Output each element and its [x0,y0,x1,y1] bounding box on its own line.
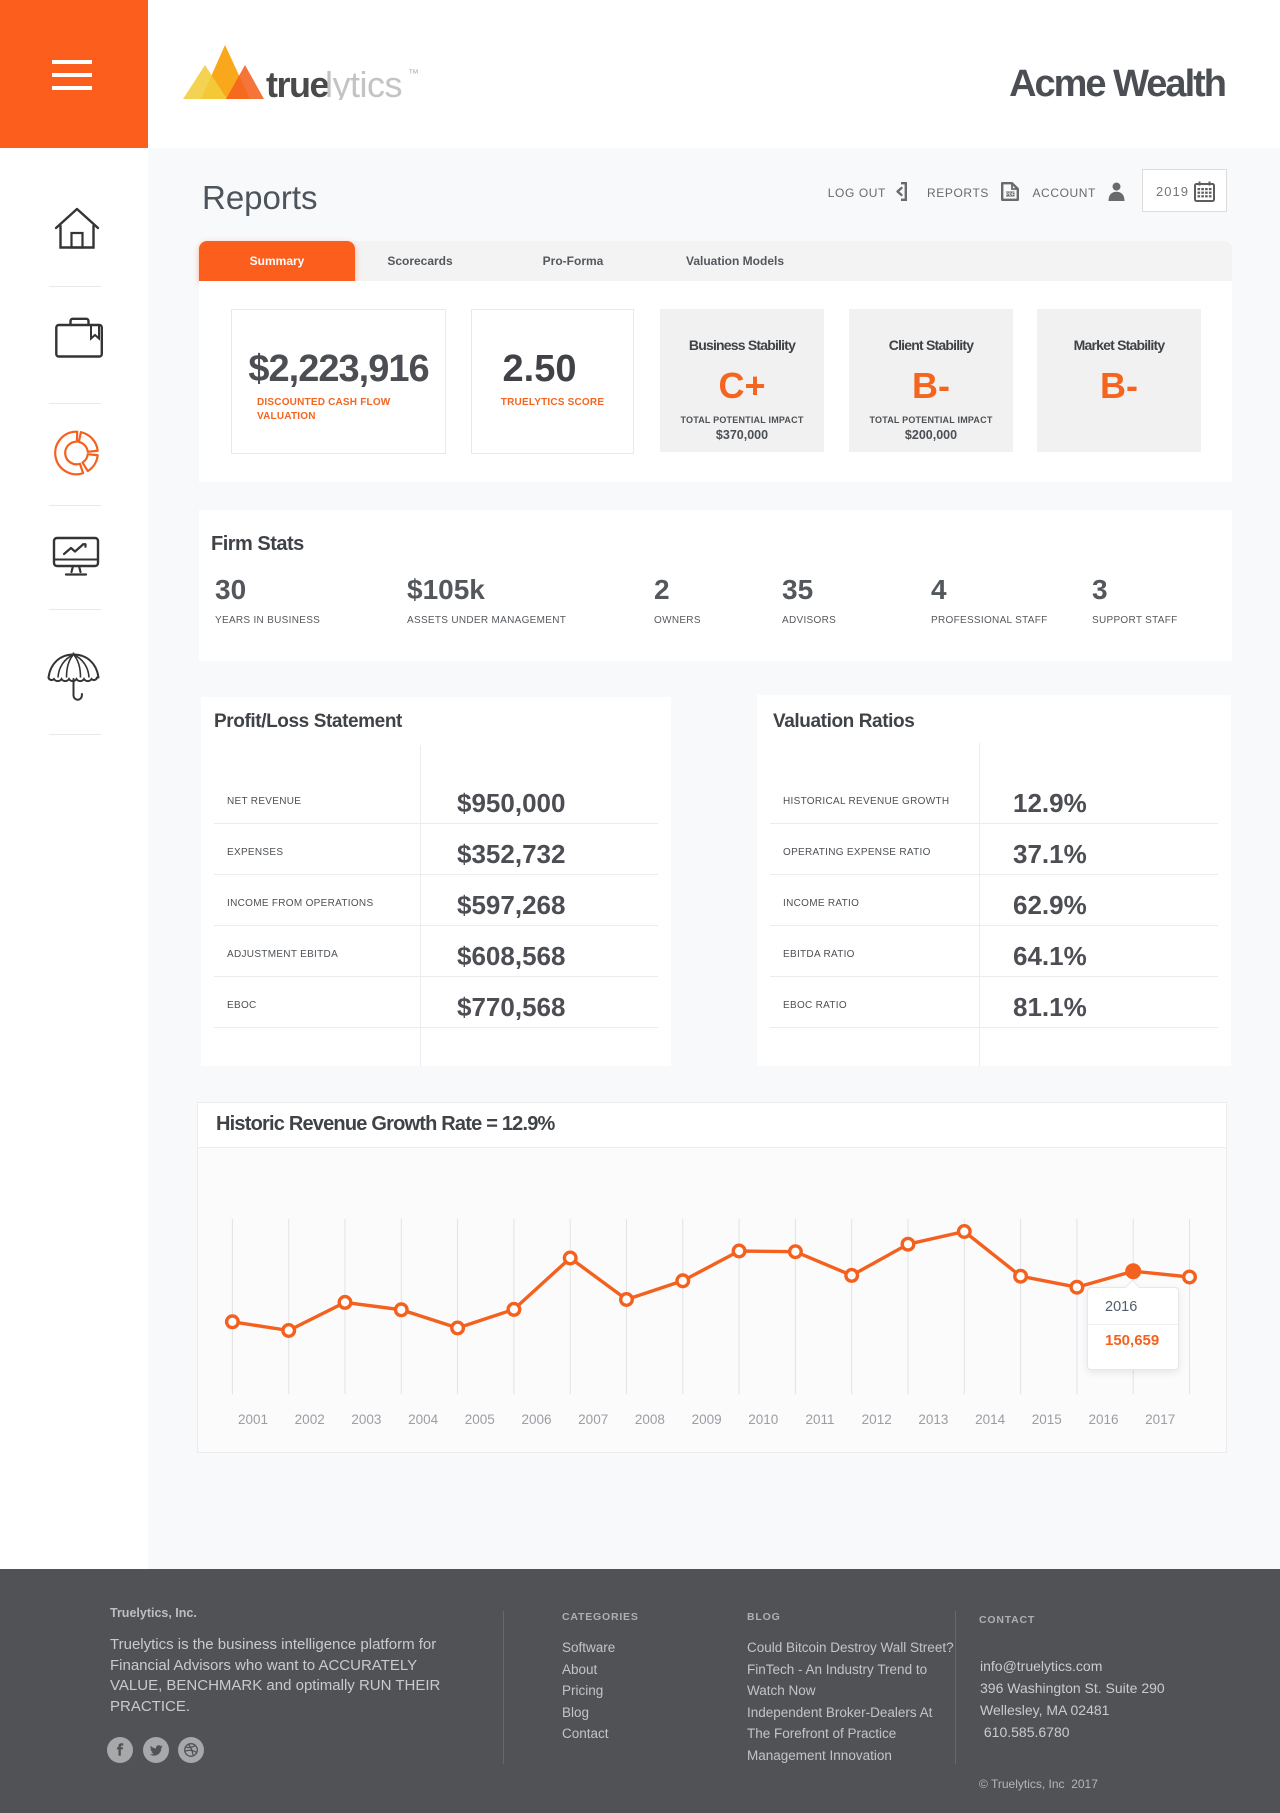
svg-text:2005: 2005 [465,1412,495,1427]
svg-text:2002: 2002 [295,1412,325,1427]
svg-text:2012: 2012 [862,1412,892,1427]
svg-text:2014: 2014 [975,1412,1006,1427]
svg-text:2016: 2016 [1088,1412,1118,1427]
svg-text:2009: 2009 [692,1412,722,1427]
svg-text:lytics: lytics [325,64,402,100]
svg-text:2001: 2001 [238,1412,268,1427]
svg-text:2007: 2007 [578,1412,608,1427]
svg-text:2004: 2004 [408,1412,439,1427]
svg-text:PDF: PDF [1006,192,1015,197]
svg-text:2015: 2015 [1032,1412,1062,1427]
svg-text:2017: 2017 [1145,1412,1175,1427]
svg-text:™: ™ [408,68,419,80]
svg-text:2006: 2006 [521,1412,551,1427]
svg-text:2011: 2011 [805,1412,834,1427]
svg-text:2010: 2010 [748,1412,778,1427]
svg-text:true: true [266,64,328,100]
svg-text:2003: 2003 [351,1412,381,1427]
svg-text:2008: 2008 [635,1412,665,1427]
svg-text:2013: 2013 [918,1412,948,1427]
